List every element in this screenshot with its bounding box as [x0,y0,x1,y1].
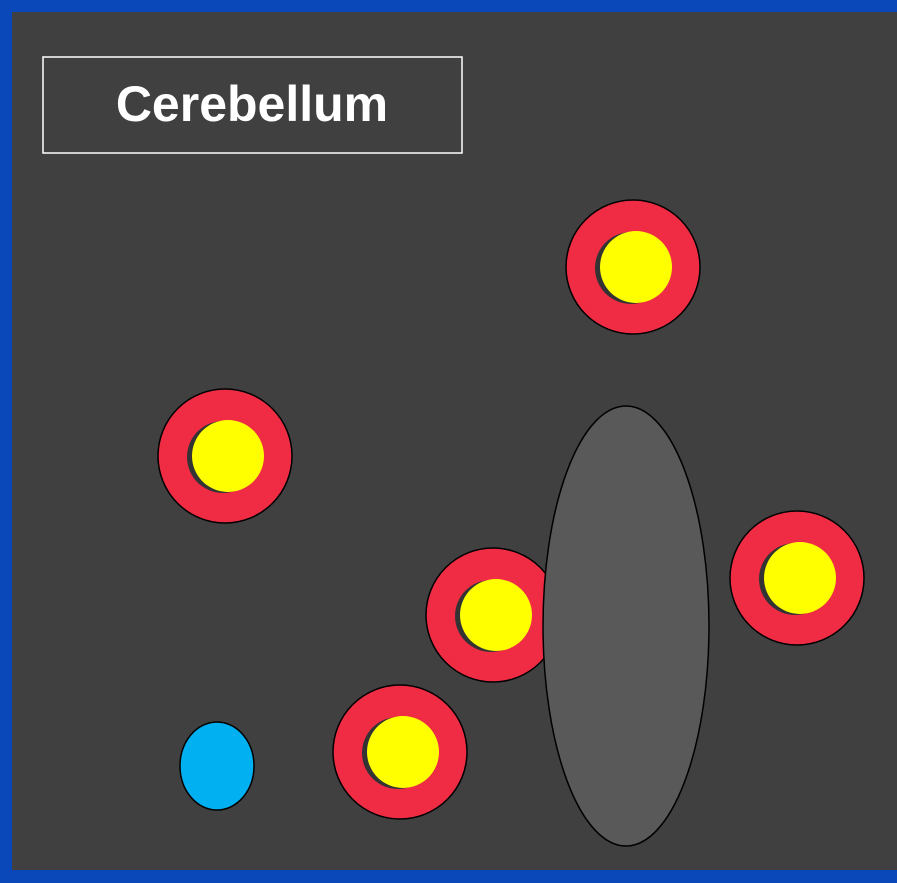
title: Cerebellum [116,76,388,132]
cell [730,511,864,645]
gray-ellipse [543,406,709,846]
cell-nucleus [600,231,672,303]
cell [158,389,292,523]
cell [426,548,560,682]
cell-nucleus [764,542,836,614]
cell-nucleus [367,716,439,788]
cell [333,685,467,819]
cell [566,200,700,334]
blue-ellipse [180,722,254,810]
page: Cerebellum (() => { const d [0,0,897,883]
slide: Cerebellum [0,0,897,883]
cell-nucleus [460,579,532,651]
cell-nucleus [192,420,264,492]
